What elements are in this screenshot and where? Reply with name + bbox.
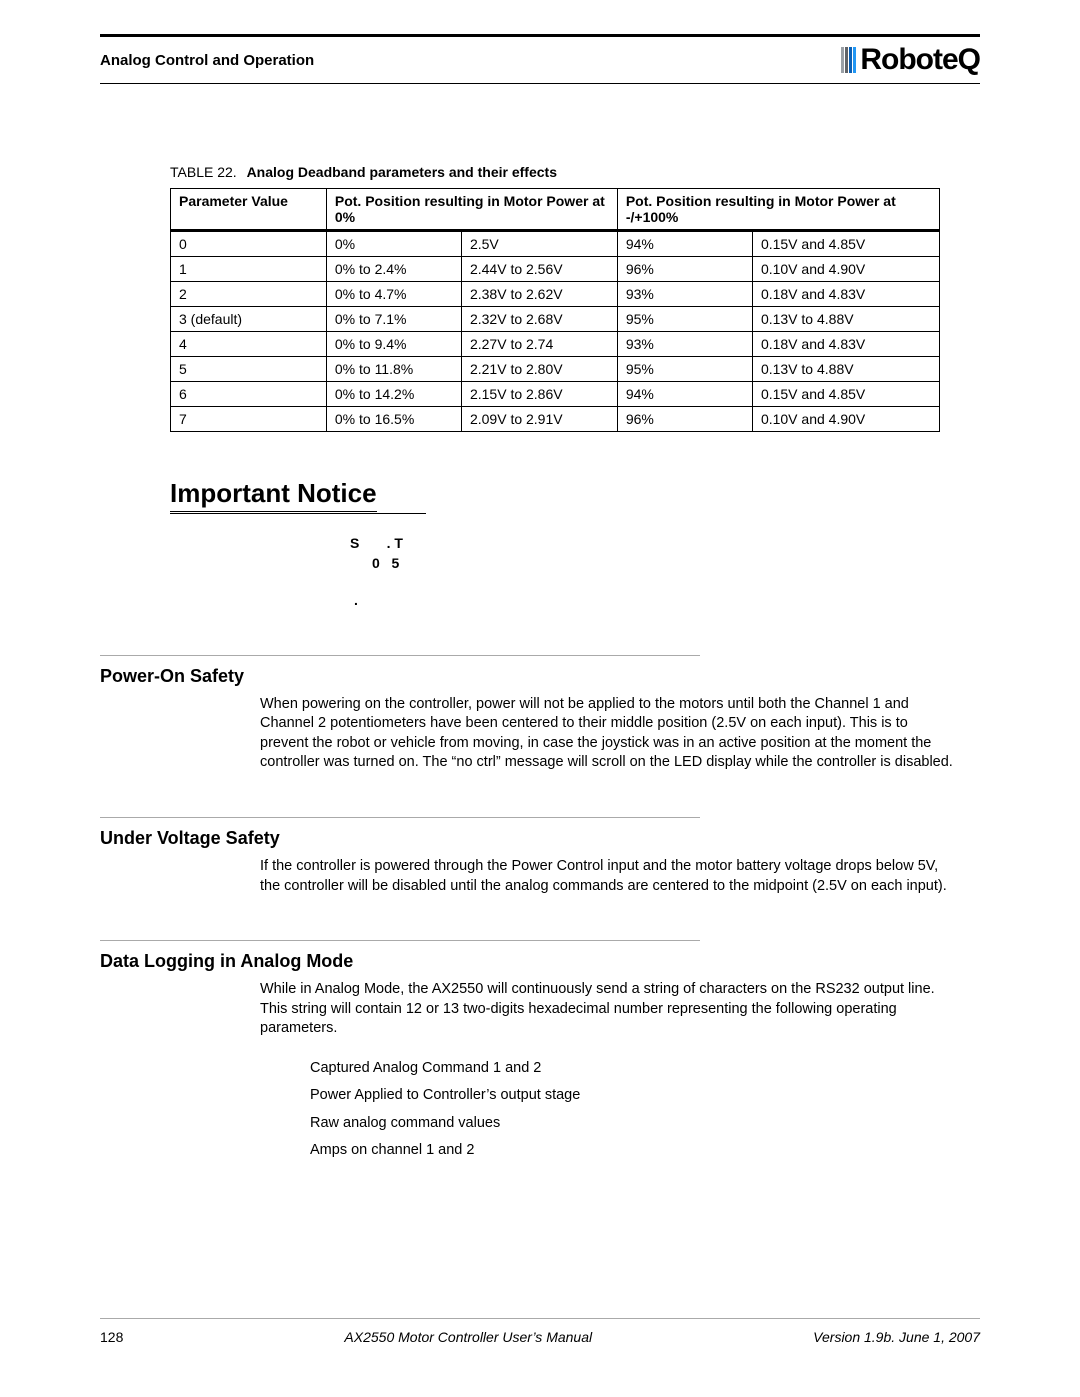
table-cell: 0.13V to 4.88V (752, 307, 939, 332)
section-under-voltage-safety: Under Voltage Safety If the controller i… (100, 817, 980, 896)
section-body: If the controller is powered through the… (260, 857, 960, 896)
logo: RoboteQ (841, 43, 980, 77)
header-section-title: Analog Control and Operation (100, 52, 314, 69)
table-cell: 2.44V to 2.56V (461, 257, 617, 282)
table-row: 60% to 14.2%2.15V to 2.86V94%0.15V and 4… (171, 382, 940, 407)
table-cell: 95% (617, 357, 752, 382)
table-cell: 96% (617, 407, 752, 432)
page-number: 128 (100, 1329, 123, 1345)
table-cell: 94% (617, 231, 752, 257)
table-cell: 0.15V and 4.85V (752, 231, 939, 257)
section-title: Data Logging in Analog Mode (100, 951, 980, 972)
table-cell: 0.18V and 4.83V (752, 282, 939, 307)
table-cell: 0 (171, 231, 327, 257)
bullet-list: Captured Analog Command 1 and 2Power App… (310, 1055, 980, 1165)
table-cell: 0.10V and 4.90V (752, 257, 939, 282)
table-cell: 4 (171, 332, 327, 357)
list-item: Amps on channel 1 and 2 (310, 1137, 980, 1165)
table-cell: 0% to 11.8% (326, 357, 461, 382)
table-cell: 0% to 2.4% (326, 257, 461, 282)
table-cell: 0.15V and 4.85V (752, 382, 939, 407)
footer: 128 AX2550 Motor Controller User’s Manua… (100, 1318, 980, 1345)
section-power-on-safety: Power-On Safety When powering on the con… (100, 655, 980, 773)
col-parameter-value: Parameter Value (171, 189, 327, 231)
footer-manual-title: AX2550 Motor Controller User’s Manual (344, 1329, 592, 1345)
table-cell: 0% to 16.5% (326, 407, 461, 432)
section-title: Under Voltage Safety (100, 828, 980, 849)
table-cell: 93% (617, 282, 752, 307)
table-cell: 0% to 7.1% (326, 307, 461, 332)
notice-line: 0 5 (372, 554, 910, 574)
table-cell: 5 (171, 357, 327, 382)
table-cell: 93% (617, 332, 752, 357)
table-cell: 0% to 9.4% (326, 332, 461, 357)
table-cell: 95% (617, 307, 752, 332)
table-caption-label: TABLE 22. (170, 164, 237, 180)
table-cell: 7 (171, 407, 327, 432)
logo-bar (849, 47, 852, 73)
notice-line: S . T (350, 534, 910, 554)
table-cell: 2 (171, 282, 327, 307)
list-item: Power Applied to Controller’s output sta… (310, 1082, 980, 1110)
table-cell: 2.15V to 2.86V (461, 382, 617, 407)
table-cell: 2.38V to 2.62V (461, 282, 617, 307)
table-row: 00%2.5V94%0.15V and 4.85V (171, 231, 940, 257)
table-cell: 0% to 14.2% (326, 382, 461, 407)
col-motor-power-100: Pot. Position resulting in Motor Power a… (617, 189, 939, 231)
table-header-row: Parameter Value Pot. Position resulting … (171, 189, 940, 231)
notice-body: S . T 0 5 . (350, 534, 910, 611)
table-row: 20% to 4.7%2.38V to 2.62V93%0.18V and 4.… (171, 282, 940, 307)
table-cell: 2.27V to 2.74 (461, 332, 617, 357)
table-body: 00%2.5V94%0.15V and 4.85V10% to 2.4%2.44… (171, 231, 940, 432)
logo-bars (841, 47, 856, 73)
logo-bar (841, 47, 844, 73)
list-item: Captured Analog Command 1 and 2 (310, 1055, 980, 1083)
section-title: Power-On Safety (100, 666, 980, 687)
table-cell: 2.09V to 2.91V (461, 407, 617, 432)
logo-bar (845, 47, 848, 73)
table-cell: 0.10V and 4.90V (752, 407, 939, 432)
table-cell: 0% (326, 231, 461, 257)
table-cell: 0% to 4.7% (326, 282, 461, 307)
notice-title: Important Notice (170, 478, 377, 512)
table-caption: TABLE 22. Analog Deadband parameters and… (170, 164, 980, 180)
table-row: 70% to 16.5%2.09V to 2.91V96%0.10V and 4… (171, 407, 940, 432)
table-row: 50% to 11.8%2.21V to 2.80V95%0.13V to 4.… (171, 357, 940, 382)
section-body: When powering on the controller, power w… (260, 695, 960, 773)
table-cell: 0.13V to 4.88V (752, 357, 939, 382)
table-cell: 1 (171, 257, 327, 282)
logo-bar (853, 47, 856, 73)
footer-version: Version 1.9b. June 1, 2007 (813, 1329, 980, 1345)
deadband-table: Parameter Value Pot. Position resulting … (170, 188, 940, 432)
table-cell: 0.18V and 4.83V (752, 332, 939, 357)
section-body: While in Analog Mode, the AX2550 will co… (260, 980, 960, 1039)
table-cell: 2.21V to 2.80V (461, 357, 617, 382)
table-cell: 2.32V to 2.68V (461, 307, 617, 332)
table-cell: 94% (617, 382, 752, 407)
important-notice: Important Notice S . T 0 5 . (170, 478, 980, 611)
section-data-logging: Data Logging in Analog Mode While in Ana… (100, 940, 980, 1165)
table-row: 3 (default)0% to 7.1%2.32V to 2.68V95%0.… (171, 307, 940, 332)
table-row: 10% to 2.4%2.44V to 2.56V96%0.10V and 4.… (171, 257, 940, 282)
table-cell: 3 (default) (171, 307, 327, 332)
col-motor-power-0: Pot. Position resulting in Motor Power a… (326, 189, 617, 231)
table-cell: 6 (171, 382, 327, 407)
logo-text: RoboteQ (860, 43, 980, 77)
table-row: 40% to 9.4%2.27V to 2.7493%0.18V and 4.8… (171, 332, 940, 357)
table-caption-title: Analog Deadband parameters and their eff… (247, 164, 557, 180)
table-cell: 2.5V (461, 231, 617, 257)
table-cell: 96% (617, 257, 752, 282)
notice-line: . (354, 591, 910, 611)
list-item: Raw analog command values (310, 1110, 980, 1138)
